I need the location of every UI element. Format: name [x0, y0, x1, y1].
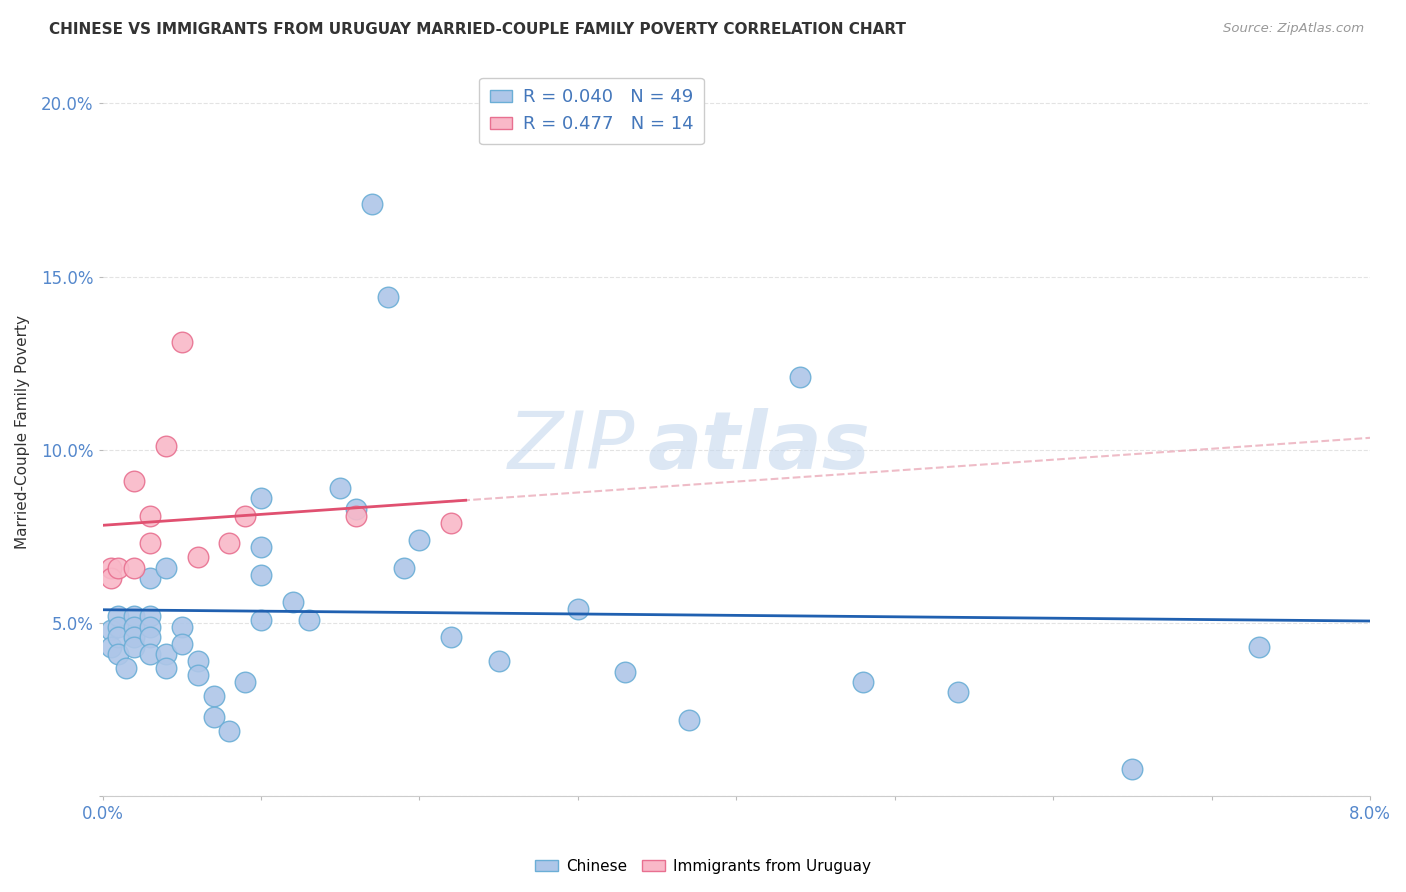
Point [107, 560, 129, 574]
Point [115, 661, 138, 675]
Point [124, 609, 146, 624]
Point [852, 675, 875, 690]
Point [233, 675, 256, 690]
Point [567, 602, 589, 616]
Point [202, 689, 225, 703]
Point [250, 567, 273, 582]
Point [218, 536, 240, 550]
Point [250, 540, 273, 554]
Point [187, 654, 209, 668]
Point [440, 630, 463, 644]
Point [233, 508, 256, 523]
Point [440, 516, 463, 530]
Point [124, 474, 146, 488]
Point [124, 640, 146, 655]
Point [139, 536, 162, 550]
Point [107, 648, 129, 662]
Point [139, 648, 162, 662]
Point [946, 685, 969, 699]
Point [100, 560, 122, 574]
Legend: R = 0.040   N = 49, R = 0.477   N = 14: R = 0.040 N = 49, R = 0.477 N = 14 [479, 78, 704, 145]
Point [488, 654, 510, 668]
Point [1121, 762, 1143, 776]
Point [1249, 640, 1271, 655]
Point [139, 571, 162, 585]
Point [344, 501, 367, 516]
Point [250, 491, 273, 506]
Point [155, 560, 177, 574]
Point [392, 560, 415, 574]
Point [408, 533, 430, 547]
Point [155, 648, 177, 662]
Point [170, 619, 193, 633]
Point [100, 571, 122, 585]
Point [107, 630, 129, 644]
Point [187, 668, 209, 682]
Point [187, 550, 209, 565]
Point [124, 560, 146, 574]
Point [139, 508, 162, 523]
Point [155, 661, 177, 675]
Point [139, 619, 162, 633]
Text: atlas: atlas [648, 408, 870, 486]
Point [107, 609, 129, 624]
Point [678, 713, 700, 727]
Point [100, 640, 122, 655]
Point [218, 723, 240, 738]
Point [170, 335, 193, 350]
Point [124, 630, 146, 644]
Point [329, 481, 352, 495]
Point [281, 595, 304, 609]
Point [377, 290, 399, 304]
Point [789, 370, 811, 384]
Text: ZIP: ZIP [508, 408, 636, 486]
Point [100, 623, 122, 637]
Point [297, 613, 319, 627]
Point [155, 439, 177, 453]
Point [139, 609, 162, 624]
Text: CHINESE VS IMMIGRANTS FROM URUGUAY MARRIED-COUPLE FAMILY POVERTY CORRELATION CHA: CHINESE VS IMMIGRANTS FROM URUGUAY MARRI… [49, 22, 907, 37]
Point [614, 665, 637, 679]
Text: Source: ZipAtlas.com: Source: ZipAtlas.com [1223, 22, 1364, 36]
Legend: Chinese, Immigrants from Uruguay: Chinese, Immigrants from Uruguay [529, 853, 877, 880]
Point [361, 196, 384, 211]
Y-axis label: Married-Couple Family Poverty: Married-Couple Family Poverty [15, 316, 30, 549]
Point [250, 613, 273, 627]
Point [124, 619, 146, 633]
Point [170, 637, 193, 651]
Point [139, 630, 162, 644]
Point [344, 508, 367, 523]
Point [202, 710, 225, 724]
Point [107, 619, 129, 633]
